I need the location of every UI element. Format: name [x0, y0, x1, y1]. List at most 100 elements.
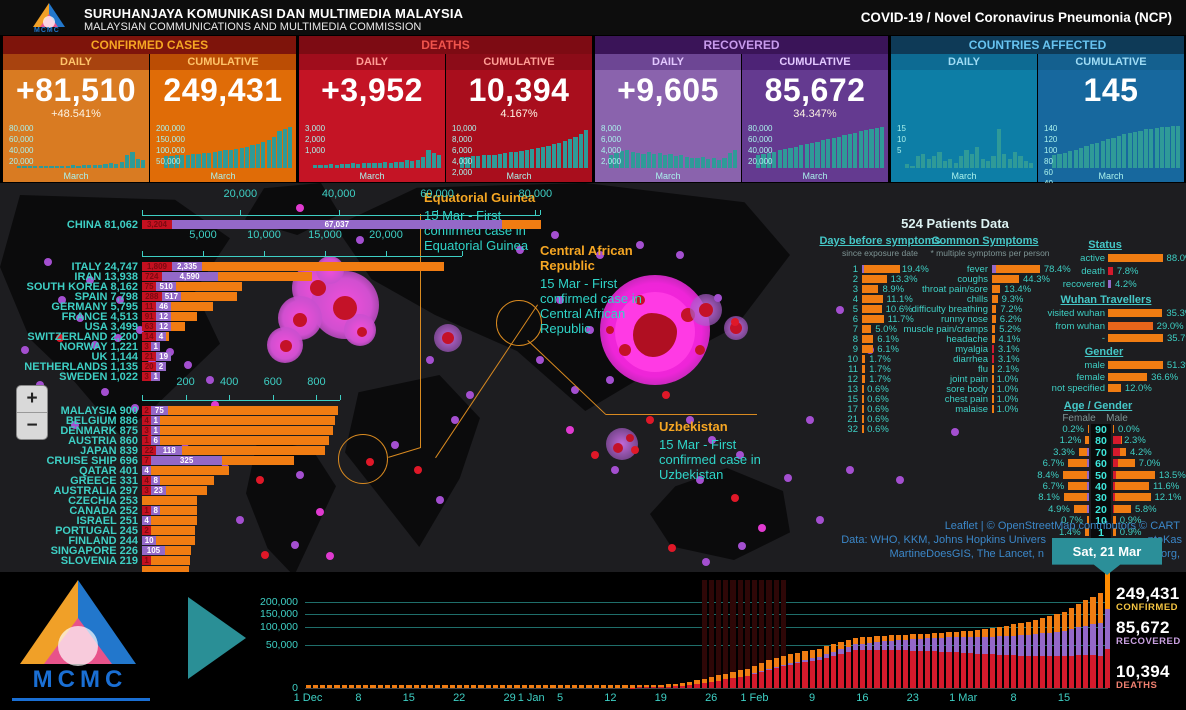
- timeline-bar[interactable]: [737, 670, 743, 688]
- zoom-out-button[interactable]: −: [26, 415, 38, 436]
- timeline-bar[interactable]: [622, 684, 628, 688]
- timeline-bar[interactable]: [773, 658, 779, 688]
- map-marker[interactable]: [951, 428, 959, 436]
- timeline-bar[interactable]: [564, 684, 571, 688]
- timeline-bar[interactable]: [751, 665, 758, 688]
- map-marker[interactable]: [236, 516, 244, 524]
- timeline-bar[interactable]: [1061, 612, 1067, 688]
- timeline-bar[interactable]: [852, 637, 859, 688]
- map-marker[interactable]: [21, 346, 29, 354]
- map-marker[interactable]: [536, 356, 544, 364]
- map-marker[interactable]: [702, 558, 710, 566]
- timeline-bar[interactable]: [1068, 608, 1075, 688]
- timeline-bar[interactable]: [795, 652, 801, 688]
- map-marker[interactable]: [91, 341, 99, 349]
- timeline-bar[interactable]: [355, 684, 362, 688]
- timeline-bar[interactable]: [449, 684, 455, 688]
- timeline-bar[interactable]: [363, 684, 369, 688]
- timeline-bar[interactable]: [391, 684, 398, 688]
- timeline-bar[interactable]: [694, 680, 700, 688]
- timeline-bar[interactable]: [384, 684, 391, 688]
- timeline-bar[interactable]: [456, 684, 463, 688]
- timeline-bar[interactable]: [643, 684, 650, 689]
- map-marker[interactable]: [836, 306, 844, 314]
- map-marker[interactable]: [668, 544, 676, 552]
- timeline-bar[interactable]: [413, 684, 419, 688]
- map-marker[interactable]: [391, 441, 399, 449]
- map-marker[interactable]: [206, 376, 214, 384]
- timeline-bar[interactable]: [1090, 596, 1096, 688]
- timeline-bar[interactable]: [730, 672, 736, 688]
- map-marker[interactable]: [136, 326, 144, 334]
- timeline-bar[interactable]: [1018, 623, 1024, 688]
- timeline-bar[interactable]: [1054, 614, 1060, 688]
- timeline-bar[interactable]: [1032, 619, 1039, 688]
- timeline-bar[interactable]: [838, 641, 844, 688]
- timeline-bar[interactable]: [1083, 600, 1089, 688]
- map-marker[interactable]: [784, 474, 792, 482]
- timeline-bar[interactable]: [629, 684, 635, 689]
- map-marker[interactable]: [114, 334, 122, 342]
- timeline-bar[interactable]: [507, 684, 513, 688]
- map-marker[interactable]: [356, 236, 364, 244]
- map-marker[interactable]: [758, 524, 766, 532]
- timeline-bar[interactable]: [831, 644, 837, 688]
- timeline-bar[interactable]: [895, 634, 902, 688]
- map-marker[interactable]: [566, 426, 574, 434]
- timeline-bar[interactable]: [471, 684, 477, 688]
- map-marker[interactable]: [291, 541, 299, 549]
- timeline-bar[interactable]: [1097, 593, 1103, 688]
- map-marker[interactable]: [816, 516, 824, 524]
- timeline-bar[interactable]: [485, 684, 491, 688]
- map-marker[interactable]: [696, 476, 704, 484]
- map-marker[interactable]: [466, 391, 474, 399]
- timeline-bar[interactable]: [982, 628, 988, 688]
- timeline-bar[interactable]: [723, 673, 729, 688]
- map-marker[interactable]: [896, 476, 904, 484]
- map-marker[interactable]: [631, 446, 639, 454]
- timeline-bar[interactable]: [679, 683, 686, 688]
- map-marker[interactable]: [56, 334, 64, 342]
- map-marker[interactable]: [596, 251, 604, 259]
- map-marker[interactable]: [551, 231, 559, 239]
- timeline-bar[interactable]: [672, 683, 679, 688]
- timeline-bar[interactable]: [651, 684, 657, 689]
- map-marker[interactable]: [846, 466, 854, 474]
- timeline-bar[interactable]: [427, 684, 434, 688]
- timeline-bar[interactable]: [557, 684, 563, 688]
- map-marker[interactable]: [44, 258, 52, 266]
- timeline-bar[interactable]: [334, 684, 340, 688]
- timeline-bar[interactable]: [687, 681, 693, 688]
- map-marker[interactable]: [556, 296, 564, 304]
- timeline-bar[interactable]: [967, 630, 974, 688]
- map-marker[interactable]: [611, 466, 619, 474]
- timeline-bar[interactable]: [636, 684, 643, 689]
- world-map[interactable]: Equatorial Guinea 15 Mar - First confirme…: [0, 183, 1186, 572]
- timeline-bar[interactable]: [312, 684, 319, 688]
- timeline-bar[interactable]: [586, 684, 592, 688]
- map-marker[interactable]: [451, 416, 459, 424]
- timeline-bar[interactable]: [910, 634, 916, 688]
- timeline-bar[interactable]: [809, 649, 815, 688]
- timeline-bar[interactable]: [845, 639, 851, 688]
- timeline-bar[interactable]: [924, 633, 931, 688]
- timeline-bar[interactable]: [1075, 604, 1082, 688]
- timeline-bar[interactable]: [708, 677, 715, 688]
- timeline-bar[interactable]: [953, 631, 959, 688]
- timeline-bar[interactable]: [535, 684, 542, 688]
- map-marker[interactable]: [708, 436, 716, 444]
- map-marker[interactable]: [731, 494, 739, 502]
- timeline-bar[interactable]: [348, 684, 355, 688]
- timeline-bar[interactable]: [996, 626, 1003, 688]
- timeline-bar[interactable]: [665, 684, 671, 688]
- timeline-bar[interactable]: [406, 684, 412, 688]
- timeline-bar[interactable]: [435, 684, 441, 688]
- timeline-bar[interactable]: [946, 632, 952, 688]
- map-marker[interactable]: [326, 552, 334, 560]
- timeline-bar[interactable]: [744, 668, 751, 688]
- timeline-bar[interactable]: [1003, 625, 1010, 688]
- map-marker[interactable]: [636, 241, 644, 249]
- map-marker[interactable]: [731, 318, 739, 326]
- timeline-bar[interactable]: [550, 684, 556, 688]
- map-marker[interactable]: [131, 404, 139, 412]
